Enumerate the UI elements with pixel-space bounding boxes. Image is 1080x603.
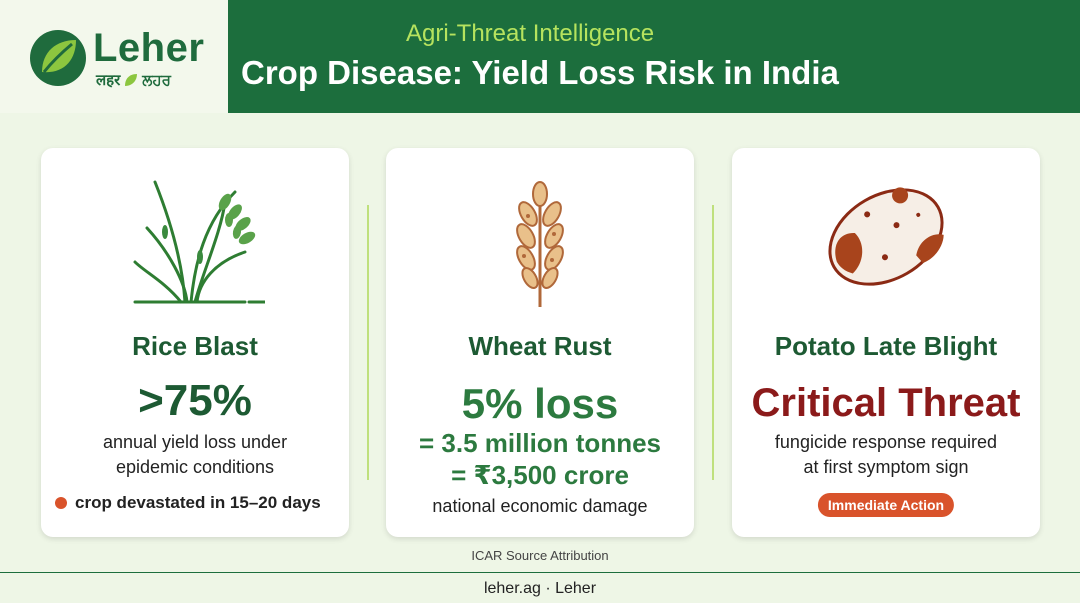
- equivalence-rupees: = ₹3,500 crore: [451, 460, 629, 490]
- brand-name: Leher: [93, 26, 205, 70]
- stat-description: epidemic conditions: [115, 457, 275, 477]
- stat-description: national economic damage: [432, 496, 648, 516]
- stat-description: fungicide response required: [774, 432, 998, 452]
- equivalence-tonnes: = 3.5 million tonnes: [419, 428, 661, 458]
- brand-subtitle: लहर ਲਹਰ: [96, 70, 171, 90]
- crop-name: Rice Blast: [132, 331, 258, 361]
- brand-subtitle-hindi: लहर: [96, 71, 121, 89]
- stat-description: annual yield loss under: [102, 432, 288, 452]
- severity-note-text: crop devastated in 15–20 days: [75, 493, 321, 512]
- mini-leaf-icon: [125, 74, 138, 86]
- divider: [712, 205, 714, 480]
- card-wheat-rust: Wheat Rust 5% loss = 3.5 million tonnes …: [386, 148, 694, 537]
- divider: [367, 205, 369, 480]
- bullet-dot-icon: [55, 497, 67, 509]
- footer-divider: [0, 572, 1080, 573]
- crop-name: Wheat Rust: [468, 331, 612, 361]
- action-badge: Immediate Action: [817, 493, 955, 517]
- stat-value: 5% loss: [461, 380, 619, 427]
- page-title: Crop Disease: Yield Loss Risk in India: [241, 54, 839, 91]
- header-kicker: Agri-Threat Intelligence: [406, 20, 655, 47]
- stat-description: at first symptom sign: [803, 457, 969, 477]
- header-banner: Agri-Threat Intelligence Crop Disease: Y…: [228, 0, 1080, 113]
- stat-value: Critical Threat: [751, 381, 1021, 425]
- severity-note: crop devastated in 15–20 days: [55, 493, 321, 513]
- brand-subtitle-punjabi: ਲਹਰ: [142, 71, 171, 89]
- leaf-logo-icon: [30, 30, 86, 86]
- wheat-ear-icon: [516, 181, 564, 307]
- crop-name: Potato Late Blight: [774, 331, 998, 361]
- card-potato-late-blight: Potato Late Blight Critical Threat fungi…: [732, 148, 1040, 537]
- potato-icon: [828, 187, 944, 286]
- stat-value: >75%: [138, 376, 252, 425]
- rice-plant-icon: [133, 180, 265, 304]
- source-attribution: ICAR Source Attribution: [471, 548, 609, 563]
- footer-text: leher.ag · Leher: [483, 580, 597, 597]
- card-rice-blast: Rice Blast >75% annual yield loss under …: [41, 148, 349, 537]
- logo-area: Leher लहर ਲਹਰ: [0, 0, 228, 113]
